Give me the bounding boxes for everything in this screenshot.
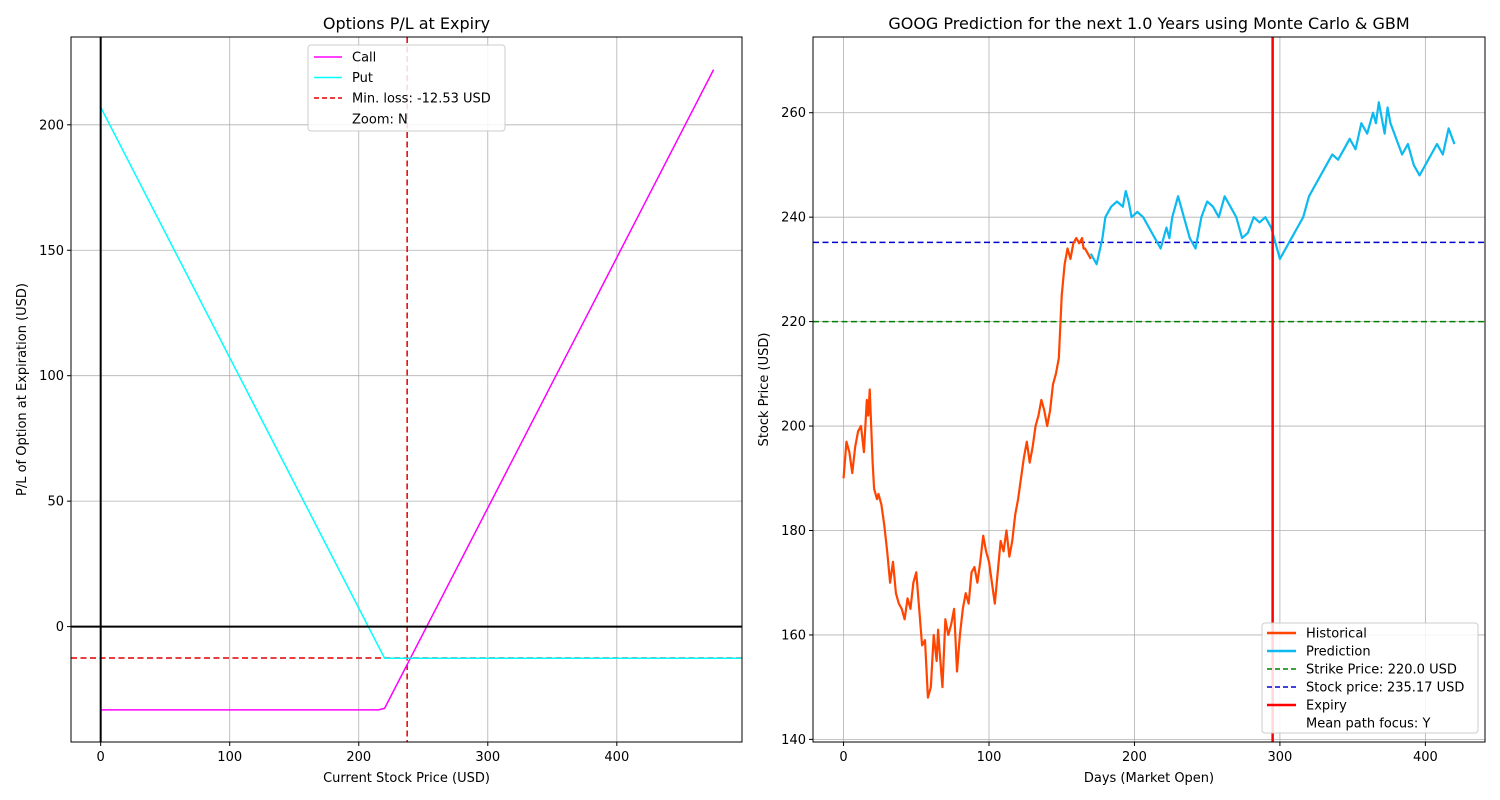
chart1-x-tick-label: 400 xyxy=(604,750,629,765)
chart2-x-tick-label: 100 xyxy=(977,750,1002,765)
chart2-y-label: Stock Price (USD) xyxy=(757,333,772,447)
chart1-y-tick-label: 100 xyxy=(39,369,64,384)
chart1-x-tick-label: 300 xyxy=(475,750,500,765)
chart2-x-label: Days (Market Open) xyxy=(1084,771,1214,786)
chart1-x-ticks: 0 100 200 300 400 xyxy=(97,742,629,765)
chart1-x-tick-label: 200 xyxy=(346,750,371,765)
chart1-y-tick-label: 150 xyxy=(39,244,64,259)
chart1-frame xyxy=(70,36,743,743)
chart2-grid xyxy=(813,37,1485,742)
options-pl-chart: Options P/L at Expiry 0 100 200 300 400 0 50 1… xyxy=(15,14,743,786)
chart1-legend: Call Put Min. loss: -12.53 USD Zoom: N xyxy=(307,44,506,132)
legend-min-loss-label: Min. loss: -12.53 USD xyxy=(352,92,491,107)
chart1-x-tick-label: 0 xyxy=(97,750,105,765)
legend-mean-path-label: Mean path focus: Y xyxy=(1306,717,1430,732)
chart1-y-tick-label: 0 xyxy=(56,620,64,635)
legend-stock-price-label: Stock price: 235.17 USD xyxy=(1306,681,1464,696)
chart1-plot-area xyxy=(71,37,742,742)
chart2-y-tick-label: 200 xyxy=(781,420,806,435)
chart1-x-label: Current Stock Price (USD) xyxy=(323,771,490,786)
chart2-series-historical-line xyxy=(842,236,1092,699)
legend-expiry-label: Expiry xyxy=(1306,699,1347,714)
chart1-title: Options P/L at Expiry xyxy=(323,14,490,33)
legend-strike-label: Strike Price: 220.0 USD xyxy=(1306,663,1457,678)
legend-call-label: Call xyxy=(352,51,376,66)
chart2-title: GOOG Prediction for the next 1.0 Years u… xyxy=(888,14,1409,33)
chart1-series-put-line xyxy=(100,106,742,659)
chart2-x-tick-label: 300 xyxy=(1267,750,1292,765)
chart1-y-label: P/L of Option at Expiration (USD) xyxy=(15,283,30,496)
chart2-frame xyxy=(812,36,1486,743)
chart2-x-tick-label: 0 xyxy=(839,750,847,765)
legend-put-label: Put xyxy=(352,71,373,86)
chart2-y-tick-label: 240 xyxy=(781,211,806,226)
legend-prediction-label: Prediction xyxy=(1306,645,1371,660)
chart1-y-tick-label: 200 xyxy=(39,118,64,133)
chart2-y-tick-label: 260 xyxy=(781,106,806,121)
chart2-y-tick-label: 220 xyxy=(781,315,806,330)
chart1-series-call-line xyxy=(100,69,715,711)
chart2-y-tick-label: 180 xyxy=(781,524,806,539)
chart2-x-ticks: 0 100 200 300 400 xyxy=(839,742,1438,765)
chart1-x-tick-label: 100 xyxy=(217,750,242,765)
chart2-x-tick-label: 400 xyxy=(1413,750,1438,765)
chart1-y-tick-label: 50 xyxy=(47,495,64,510)
goog-prediction-chart: GOOG Prediction for the next 1.0 Years u… xyxy=(757,14,1486,786)
chart2-y-tick-label: 140 xyxy=(781,733,806,748)
legend-zoom-label: Zoom: N xyxy=(352,113,408,128)
chart2-x-tick-label: 200 xyxy=(1122,750,1147,765)
legend-historical-label: Historical xyxy=(1306,627,1367,642)
chart2-y-ticks: 140 160 180 200 220 240 260 xyxy=(781,106,813,748)
chart2-y-tick-label: 160 xyxy=(781,628,806,643)
chart2-legend: Historical Prediction Strike Price: 220.… xyxy=(1261,622,1479,734)
chart2-series-prediction-line xyxy=(1089,101,1456,266)
chart1-y-ticks: 0 50 100 150 200 xyxy=(39,118,71,635)
